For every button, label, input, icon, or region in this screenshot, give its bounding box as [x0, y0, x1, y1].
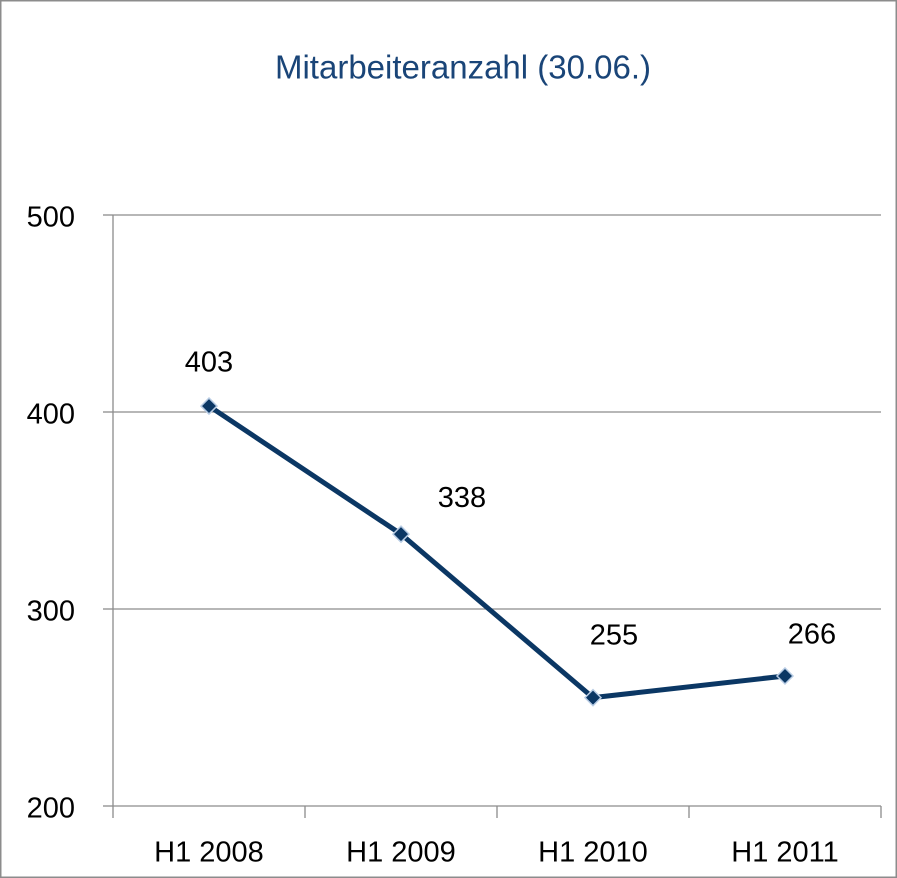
- x-tick-label: H1 2011: [731, 837, 839, 869]
- y-tick-label: 300: [27, 596, 75, 628]
- y-tick-label: 400: [27, 399, 75, 431]
- data-label: 255: [590, 619, 638, 651]
- marker: [199, 397, 219, 416]
- data-label: 403: [185, 347, 233, 379]
- y-tick-label: 200: [27, 793, 75, 825]
- data-label: 338: [438, 482, 486, 514]
- x-tick-label: H1 2008: [154, 837, 264, 869]
- data-label: 266: [788, 619, 836, 651]
- y-tick-label: 500: [27, 202, 75, 234]
- chart-title: Mitarbeiteranzahl (30.06.): [275, 49, 651, 86]
- marker: [583, 688, 603, 707]
- marker: [775, 666, 795, 686]
- x-tick-label: H1 2009: [346, 837, 456, 869]
- marker: [391, 525, 411, 544]
- x-tick-label: H1 2010: [538, 837, 648, 869]
- line: [207, 404, 786, 701]
